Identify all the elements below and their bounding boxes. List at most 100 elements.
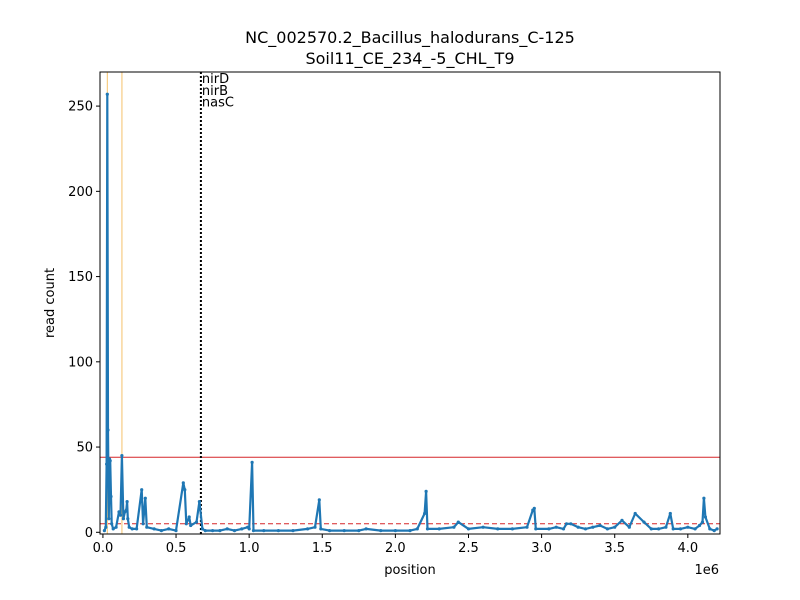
data-point-66 [424, 489, 428, 493]
data-point-53 [306, 527, 310, 531]
data-point-18 [124, 508, 128, 512]
data-point-73 [496, 527, 500, 531]
data-point-90 [620, 518, 624, 523]
data-point-49 [251, 529, 256, 533]
data-point-54 [313, 525, 317, 529]
data-point-102 [697, 523, 702, 528]
data-point-94 [649, 527, 653, 531]
gene-label-nasC: nasC [202, 96, 234, 111]
plot-frame [99, 71, 721, 535]
data-point-52 [291, 529, 295, 533]
data-point-35 [187, 515, 191, 519]
x-tick-label: 0.5 [166, 541, 187, 556]
data-point-9 [109, 494, 113, 499]
y-tick-label: 200 [68, 185, 93, 200]
data-point-87 [598, 523, 602, 528]
data-point-47 [247, 527, 251, 531]
data-point-3 [105, 462, 109, 466]
data-point-5 [106, 428, 110, 432]
data-point-41 [211, 529, 215, 533]
data-point-57 [328, 529, 332, 533]
x-tick-label: 1.0 [239, 541, 260, 556]
data-point-68 [437, 527, 441, 531]
data-point-27 [145, 525, 149, 529]
data-point-107 [712, 529, 716, 533]
data-point-12 [114, 525, 118, 529]
data-point-99 [678, 527, 683, 531]
data-point-60 [364, 527, 368, 531]
y-tick-label: 150 [68, 270, 93, 285]
data-point-83 [569, 522, 573, 526]
data-point-97 [668, 511, 672, 516]
x-tick-label: 3.0 [531, 541, 552, 556]
data-point-10 [110, 522, 114, 526]
data-point-84 [576, 525, 580, 529]
data-point-88 [605, 527, 610, 531]
data-point-64 [415, 527, 419, 531]
data-point-37 [194, 520, 199, 524]
y-tick-label: 0 [85, 526, 93, 541]
y-tick-label: 100 [68, 355, 93, 370]
data-point-29 [159, 529, 163, 533]
data-point-26 [143, 496, 147, 500]
data-point-13 [117, 510, 121, 514]
gene-label-nirB: nirB [202, 84, 228, 99]
x-tick-label: 2.5 [458, 541, 479, 556]
data-point-4 [105, 92, 109, 96]
data-point-24 [140, 488, 144, 492]
data-point-55 [317, 498, 321, 502]
data-point-65 [423, 511, 427, 516]
y-tick-label: 50 [76, 441, 93, 456]
data-point-20 [126, 517, 130, 521]
data-point-91 [627, 525, 631, 529]
data-point-82 [564, 522, 569, 526]
data-point-80 [554, 525, 558, 529]
data-point-42 [218, 529, 222, 533]
x-offset-label: 1e6 [694, 563, 719, 578]
data-point-31 [174, 529, 178, 533]
data-point-8 [108, 459, 112, 463]
data-point-16 [121, 517, 125, 521]
data-point-58 [342, 529, 346, 533]
data-point-105 [703, 515, 708, 519]
data-point-28 [152, 527, 156, 531]
data-point-48 [250, 460, 254, 464]
data-point-22 [130, 527, 134, 531]
gene-label-nirD: nirD [202, 72, 229, 87]
data-point-77 [532, 506, 536, 510]
x-tick-label: 2.0 [385, 541, 406, 556]
series-group [102, 92, 719, 533]
data-point-75 [525, 525, 529, 529]
data-point-100 [686, 525, 690, 529]
x-axis-ticks: 0.0 0.5 1.0 1.5 2.0 2.5 3.0 3.5 4.0 [93, 534, 698, 556]
data-point-104 [702, 496, 706, 500]
data-point-106 [708, 527, 712, 531]
data-point-45 [240, 527, 244, 531]
data-point-62 [393, 529, 397, 533]
data-point-93 [642, 520, 646, 524]
data-point-39 [200, 527, 204, 531]
series-line-1 [103, 93, 718, 532]
data-point-36 [189, 523, 193, 528]
data-point-56 [319, 527, 323, 531]
x-tick-label: 1.5 [312, 541, 333, 556]
y-axis-ticks: 0 50 100 150 200 250 [68, 100, 100, 541]
data-point-72 [481, 525, 485, 529]
data-point-108 [715, 527, 719, 531]
data-point-34 [184, 522, 188, 526]
data-point-63 [408, 529, 412, 533]
data-point-23 [135, 527, 139, 531]
chart-title-line1: NC_002570.2_Bacillus_halodurans_C-125 [245, 28, 575, 48]
data-point-38 [197, 500, 201, 504]
data-point-50 [262, 529, 266, 533]
x-axis-label: position [384, 563, 436, 578]
data-point-67 [425, 527, 430, 531]
data-point-96 [664, 525, 668, 529]
data-point-40 [203, 529, 207, 533]
data-point-11 [111, 527, 115, 531]
data-point-70 [456, 520, 460, 524]
data-point-81 [561, 527, 566, 531]
data-point-51 [276, 529, 280, 533]
data-point-71 [466, 527, 471, 531]
